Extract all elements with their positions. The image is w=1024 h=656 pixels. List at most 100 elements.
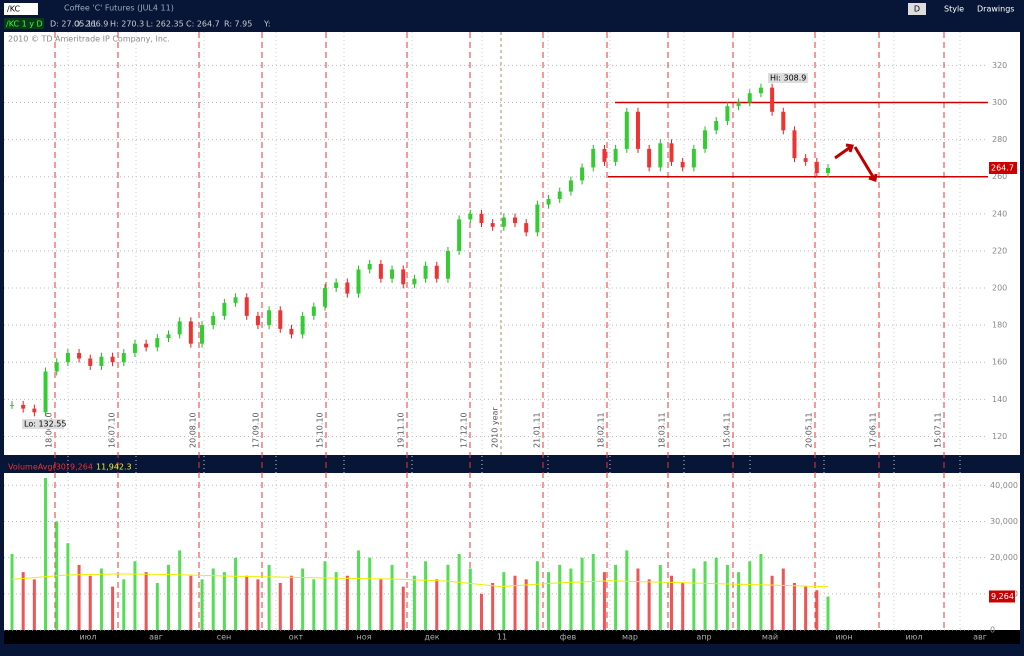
candle xyxy=(32,408,37,413)
expiry-label: 18.06.10 xyxy=(45,412,54,448)
hi-label: Hi: 308.9 xyxy=(770,74,806,83)
y-tick-label: 160 xyxy=(992,358,1007,367)
candle xyxy=(781,111,786,131)
y-tick-label: 30,000 xyxy=(990,517,1018,526)
field: H: 270.3 xyxy=(110,20,144,29)
volume-bar xyxy=(614,564,618,630)
volume-bar xyxy=(178,550,182,630)
field: R: 7.95 xyxy=(224,20,252,29)
volume-bar xyxy=(189,575,193,630)
expiry-label: 18.02.11 xyxy=(597,412,606,448)
volume-bar xyxy=(535,561,539,630)
candle xyxy=(166,334,171,339)
volume-bar xyxy=(513,575,517,630)
candle xyxy=(121,352,126,363)
candle xyxy=(43,371,48,413)
candle xyxy=(736,102,741,107)
volume-bar xyxy=(401,586,405,630)
candle xyxy=(367,263,372,270)
volume-bar xyxy=(289,575,293,630)
y-tick-label: 220 xyxy=(992,246,1007,255)
candle xyxy=(624,111,629,149)
candle xyxy=(457,219,462,251)
fields: D: 27.05.11O: 266.9 H: 270.3 L: 262.35 C: 2… xyxy=(50,20,271,29)
candle xyxy=(267,310,272,326)
candle xyxy=(535,204,540,233)
candle xyxy=(10,404,14,406)
candle xyxy=(255,315,260,326)
candle xyxy=(758,87,763,94)
candle xyxy=(613,148,618,162)
volume-bar xyxy=(390,564,394,630)
candle xyxy=(155,338,160,348)
volume-bar xyxy=(278,582,282,630)
candle xyxy=(770,87,775,112)
volume-bar xyxy=(591,554,595,630)
candle xyxy=(334,282,339,289)
y-tick-label: 40,000 xyxy=(990,481,1018,490)
candle xyxy=(345,282,350,294)
candle xyxy=(401,269,406,285)
candle xyxy=(803,158,808,162)
volume-bar xyxy=(44,478,48,630)
symbol: /KC xyxy=(7,5,21,14)
month-label: фев xyxy=(560,633,577,642)
volume-bar xyxy=(256,579,260,630)
candle xyxy=(412,278,417,285)
volume-bar xyxy=(334,572,338,630)
month-label: ноя xyxy=(357,633,372,642)
volume-avg-line xyxy=(11,573,829,588)
candle xyxy=(546,198,551,205)
volume-bar xyxy=(234,557,238,630)
candle xyxy=(322,288,327,307)
volume-bar xyxy=(66,543,70,630)
candle xyxy=(568,180,573,192)
button[interactable] xyxy=(908,3,926,15)
volume-bar xyxy=(133,561,137,630)
symbol-box[interactable] xyxy=(4,3,38,15)
expiry-label: 17.06.11 xyxy=(869,412,878,448)
y-tick-label: 180 xyxy=(992,321,1007,330)
candle xyxy=(714,121,719,131)
volume-bar xyxy=(200,579,204,630)
candle xyxy=(747,93,752,103)
candle xyxy=(88,358,93,366)
last-volume-box xyxy=(989,590,1015,603)
candle xyxy=(524,223,529,233)
expiry-label: 18.03.11 xyxy=(658,412,667,448)
candle xyxy=(289,328,294,335)
volume-bar xyxy=(21,572,25,630)
candle xyxy=(378,263,383,279)
expiry-label: 15.04.11 xyxy=(723,412,732,448)
copyright: 2010 © TD Ameritrade IP Company, Inc. xyxy=(8,35,170,44)
volume-bar xyxy=(815,590,819,630)
button-label[interactable]: Drawings xyxy=(977,5,1014,14)
volume-bar xyxy=(457,554,461,630)
volume-bar xyxy=(301,568,305,630)
volume-bar xyxy=(155,582,159,630)
arrow-up xyxy=(834,143,854,160)
volume-bar xyxy=(558,564,562,630)
volume-average: 11,942.3 xyxy=(96,463,132,472)
volume-bar xyxy=(267,564,271,630)
month-label: авг xyxy=(973,633,987,642)
volume-bar xyxy=(446,564,450,630)
candle xyxy=(188,321,193,344)
button-label[interactable]: Style xyxy=(944,5,964,14)
candle xyxy=(244,297,249,316)
candle xyxy=(591,148,596,168)
candle xyxy=(132,343,137,353)
volume-bar xyxy=(524,579,528,630)
description: Coffee 'C' Futures (JUL4 11) xyxy=(64,4,174,13)
volume-bar xyxy=(166,564,170,630)
volume-bar xyxy=(502,572,506,630)
candle xyxy=(77,352,82,359)
volume-bar xyxy=(826,596,830,630)
volume-bar xyxy=(692,568,696,630)
candle xyxy=(691,148,696,168)
arrow-down xyxy=(853,146,878,182)
volume-bar xyxy=(435,579,439,630)
y-tick-label: 140 xyxy=(992,395,1007,404)
y-tick-label: 300 xyxy=(992,98,1007,107)
time-axis xyxy=(4,630,1020,644)
